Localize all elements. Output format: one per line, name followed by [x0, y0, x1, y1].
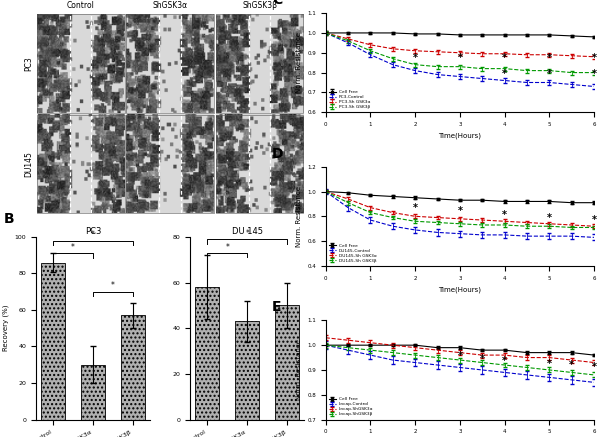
X-axis label: Time(Hours): Time(Hours) [439, 286, 481, 293]
Text: *: * [413, 203, 418, 213]
Text: DU145: DU145 [25, 151, 34, 177]
X-axis label: Time(Hours): Time(Hours) [439, 132, 481, 139]
Text: *: * [225, 243, 229, 252]
Text: *: * [569, 361, 574, 371]
Legend: Cell Free, Lncap-Control, Lncap-ShGSK3α, Lncap-ShGSK3β: Cell Free, Lncap-Control, Lncap-ShGSK3α,… [328, 396, 374, 417]
Legend: Cell Free, DU145-Control, DU145-Sh GSK3α, DU145-Sh GSK3β: Cell Free, DU145-Control, DU145-Sh GSK3α… [328, 243, 378, 264]
Text: *: * [71, 243, 75, 252]
Text: *: * [502, 53, 507, 63]
Bar [127, 114, 214, 213]
Text: *: * [91, 230, 95, 239]
Bar [121, 316, 145, 420]
Bar [37, 14, 125, 112]
Text: ShGSK3α: ShGSK3α [152, 1, 188, 10]
Bar [37, 114, 125, 213]
Bar [235, 321, 259, 420]
Y-axis label: Norm. Resistance: Norm. Resistance [296, 32, 302, 93]
Text: PC3: PC3 [25, 56, 34, 71]
Text: *: * [480, 354, 485, 364]
Bar [216, 114, 304, 213]
Bar [216, 14, 304, 112]
Text: *: * [592, 53, 596, 63]
Bar [81, 365, 105, 420]
Bar [196, 287, 219, 420]
Text: *: * [547, 53, 552, 63]
Y-axis label: Norm. Resistance: Norm. Resistance [296, 186, 302, 247]
Text: ShGSK3β: ShGSK3β [242, 1, 277, 10]
Text: *: * [502, 356, 507, 366]
Text: *: * [502, 69, 507, 79]
Title: DU 145: DU 145 [232, 227, 263, 236]
Text: C: C [272, 0, 283, 7]
Text: *: * [111, 281, 115, 290]
Bar [275, 305, 299, 420]
Text: *: * [245, 229, 249, 238]
Y-axis label: Recovery (%): Recovery (%) [2, 305, 9, 351]
Text: E: E [272, 301, 281, 315]
Bar [41, 263, 65, 420]
Text: D: D [272, 147, 284, 161]
Text: Control: Control [67, 1, 95, 10]
Text: *: * [592, 362, 596, 372]
Text: *: * [547, 359, 552, 369]
Text: B: B [4, 212, 14, 226]
Text: *: * [502, 210, 507, 220]
Legend: Cell Free, PC3-Control, PC3-Sh GSK3α, PC3-Sh GSK3β: Cell Free, PC3-Control, PC3-Sh GSK3α, PC… [328, 89, 371, 110]
Y-axis label: Norm. Resistance: Norm. Resistance [296, 340, 302, 400]
Text: *: * [592, 69, 596, 79]
Bar [127, 14, 214, 112]
Text: *: * [457, 206, 463, 216]
Text: *: * [457, 351, 463, 361]
Text: *: * [592, 215, 596, 225]
Text: *: * [547, 69, 552, 79]
Text: *: * [547, 212, 552, 222]
Text: *: * [413, 53, 418, 63]
Text: *: * [457, 53, 463, 63]
Title: PC3: PC3 [85, 227, 101, 236]
